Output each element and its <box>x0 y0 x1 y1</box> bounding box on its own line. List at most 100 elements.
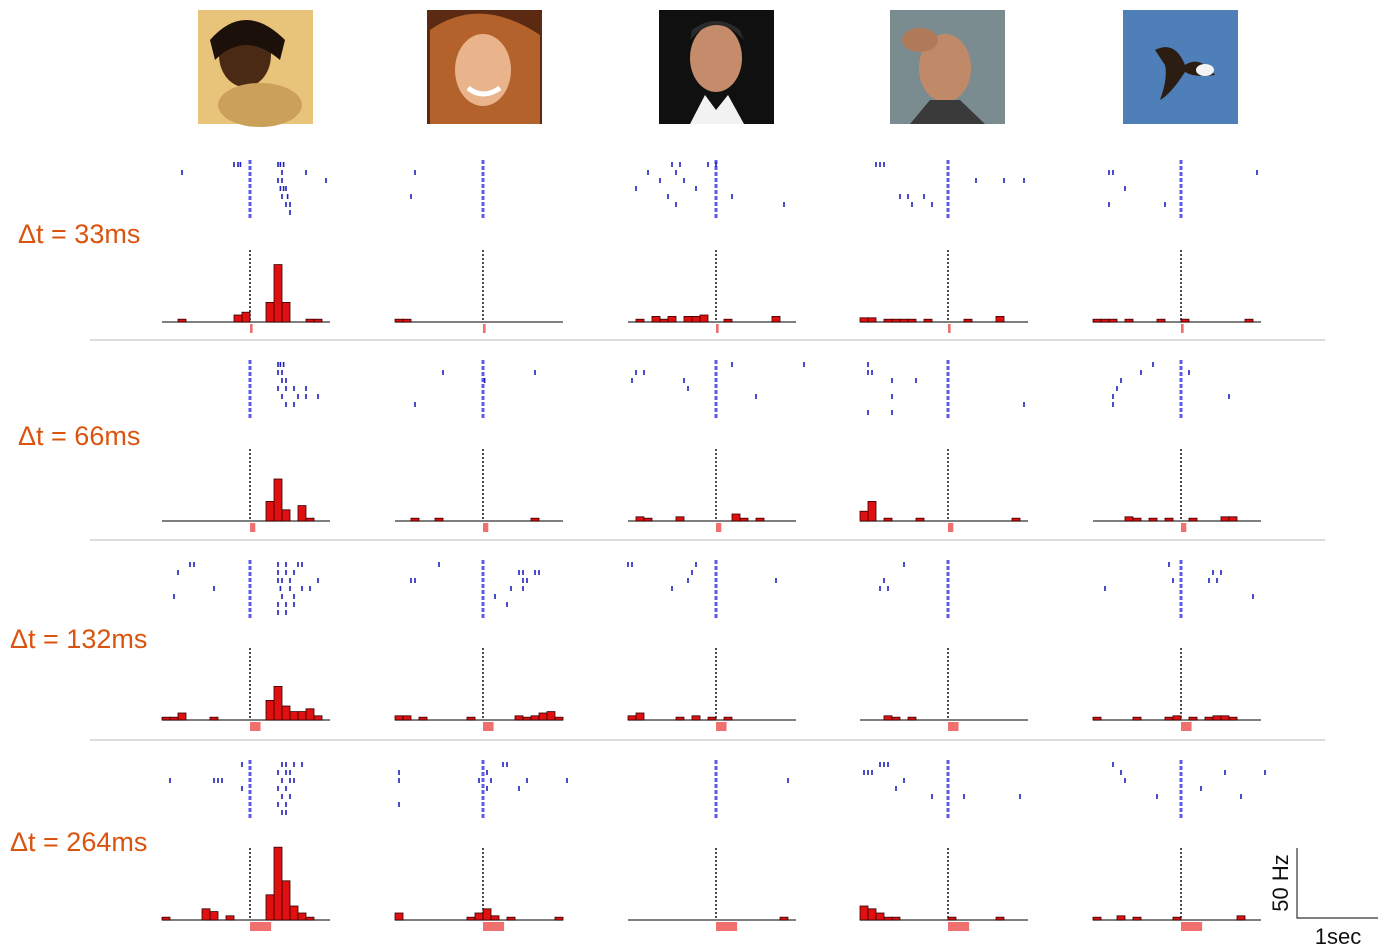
hist-bar <box>265 894 275 921</box>
hist-bar <box>281 880 291 921</box>
spike <box>518 786 520 791</box>
hist-bar <box>297 912 307 921</box>
spike <box>279 586 282 591</box>
spike <box>281 794 283 799</box>
spike <box>931 202 933 207</box>
spike <box>671 162 673 167</box>
spike <box>483 378 486 383</box>
hist-bar <box>1204 716 1214 721</box>
spike <box>213 586 215 591</box>
hist-bar <box>635 318 645 323</box>
stimulus-duration <box>716 722 727 731</box>
spike <box>867 370 869 375</box>
spike <box>887 762 889 767</box>
spike <box>667 194 669 199</box>
spike <box>317 394 319 399</box>
stimulus-duration <box>250 722 261 731</box>
spike <box>879 762 881 767</box>
spike <box>277 786 279 791</box>
spike <box>282 362 285 367</box>
spike <box>1120 378 1122 383</box>
spike <box>687 578 689 583</box>
spike <box>281 594 283 599</box>
spike <box>538 570 540 575</box>
stimulus-duration <box>250 324 253 333</box>
hist-bar <box>1132 916 1142 921</box>
hist-bar <box>554 916 564 921</box>
photo <box>427 10 542 125</box>
spike <box>297 394 299 399</box>
spike <box>277 578 279 583</box>
hist-bar <box>915 517 925 522</box>
spike <box>277 562 279 567</box>
hist-bar <box>297 505 307 522</box>
spike <box>731 362 733 367</box>
hist-bar <box>410 517 420 522</box>
hist-bar <box>554 716 564 721</box>
spike <box>931 794 933 799</box>
hist-bar <box>225 915 235 921</box>
hist-bar <box>394 912 404 921</box>
hist-bar <box>883 916 893 921</box>
spike <box>566 778 568 783</box>
spike <box>631 378 633 383</box>
spike <box>867 410 869 415</box>
hist-bar <box>1116 915 1126 921</box>
spike <box>1112 394 1114 399</box>
spike <box>281 762 283 767</box>
hist-bar <box>891 916 901 921</box>
hist-bar <box>755 517 765 522</box>
hist-bar <box>867 317 877 323</box>
spike <box>1264 770 1266 775</box>
spike <box>803 362 805 367</box>
spike <box>277 770 279 775</box>
spike <box>281 194 283 199</box>
spike <box>305 386 307 391</box>
spike <box>305 394 307 399</box>
hist-bar <box>859 317 869 323</box>
stimulus-duration <box>1181 523 1187 532</box>
hist-bar <box>1108 318 1118 323</box>
spike <box>1224 770 1226 775</box>
spike <box>1172 578 1174 583</box>
spike <box>502 762 504 767</box>
spike <box>963 794 965 799</box>
spike <box>891 378 893 383</box>
spike <box>289 578 291 583</box>
hist-bar <box>546 711 556 721</box>
spike <box>631 562 633 567</box>
spike <box>687 386 689 391</box>
spike <box>289 202 291 207</box>
spike <box>683 378 685 383</box>
hist-bar <box>1164 517 1174 522</box>
spike <box>911 202 913 207</box>
spike <box>486 770 488 775</box>
spike <box>1019 794 1021 799</box>
spike <box>783 202 785 207</box>
hist-bar <box>883 318 893 323</box>
hist-bar <box>675 516 685 522</box>
spike <box>1200 786 1202 791</box>
hist-bar <box>963 318 973 323</box>
spike <box>285 378 287 383</box>
stimulus-duration <box>483 722 494 731</box>
spike <box>510 586 512 591</box>
spike <box>478 778 480 783</box>
hist-bar <box>209 716 219 721</box>
hist-bar <box>731 513 741 522</box>
spike <box>1112 762 1114 767</box>
hist-bar <box>859 905 869 921</box>
hist-bar <box>394 715 404 721</box>
spike <box>285 802 287 807</box>
spike <box>293 762 295 767</box>
stimulus-duration <box>716 324 719 333</box>
hist-bar <box>659 318 669 323</box>
spike <box>193 562 195 567</box>
spike <box>277 162 279 167</box>
spike <box>1164 202 1166 207</box>
spike <box>879 162 881 167</box>
spike <box>1023 178 1025 183</box>
spike <box>1124 778 1126 783</box>
spike <box>301 586 303 591</box>
